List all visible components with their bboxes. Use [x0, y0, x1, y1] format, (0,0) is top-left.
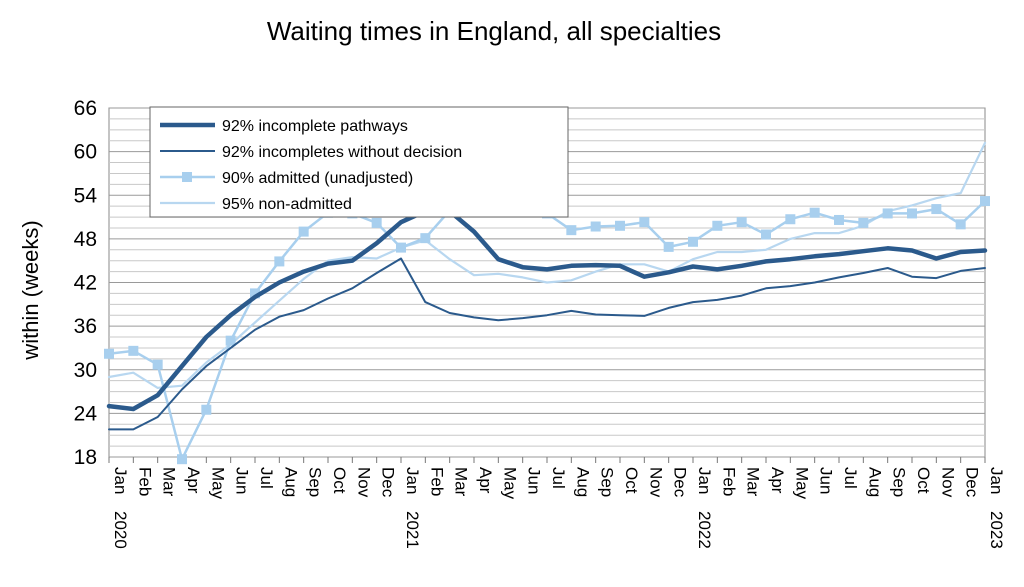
x-tick-label: Feb: [135, 467, 154, 496]
data-point: [980, 196, 990, 207]
x-tick-label: May: [792, 467, 811, 500]
data-point: [858, 217, 869, 228]
data-point: [420, 233, 431, 244]
x-tick-label: Oct: [914, 467, 933, 494]
data-point: [274, 256, 285, 267]
data-point: [298, 226, 309, 237]
data-point: [931, 204, 942, 215]
data-point: [615, 220, 625, 231]
x-tick-label: Jan: [695, 467, 714, 494]
x-tick-label: Jun: [233, 467, 252, 494]
data-point: [201, 404, 212, 415]
data-point: [688, 236, 698, 247]
data-point: [566, 225, 577, 236]
x-tick-label: Apr: [476, 467, 495, 494]
data-point: [250, 288, 260, 299]
data-point: [104, 348, 114, 359]
y-tick-label: 36: [74, 315, 97, 338]
series-lines: [104, 127, 990, 465]
legend-marker: [182, 172, 192, 182]
data-point: [736, 217, 747, 228]
series-line: [108, 257, 986, 431]
x-tick-label: Aug: [573, 467, 592, 497]
x-tick-label: Dec: [671, 467, 690, 498]
y-axis-label: within (weeks): [18, 220, 43, 360]
x-tick-label: Feb: [427, 467, 446, 496]
x-tick-label: Mar: [744, 467, 763, 497]
y-tick-label: 30: [74, 359, 97, 382]
data-point: [177, 454, 187, 465]
x-tick-label: Oct: [330, 467, 349, 494]
data-point: [225, 335, 236, 346]
data-point: [785, 214, 796, 225]
x-tick-label: Dec: [963, 467, 982, 498]
x-tick-label: Oct: [622, 467, 641, 494]
x-tick-label: Jan: [403, 467, 422, 494]
data-point: [712, 220, 723, 231]
x-tick-label: Jul: [549, 467, 568, 489]
data-point: [396, 242, 406, 253]
y-tick-label: 42: [74, 272, 97, 295]
y-tick-label: 18: [74, 446, 97, 469]
x-tick-label: Mar: [160, 467, 179, 497]
x-tick-label: Nov: [646, 467, 665, 498]
legend: 92% incomplete pathways 92% incompletes w…: [149, 106, 569, 218]
data-point: [371, 217, 382, 228]
x-tick-label: May: [208, 467, 227, 500]
x-tick-label: Nov: [354, 467, 373, 498]
x-tick-label: Jul: [257, 467, 276, 489]
data-point: [128, 345, 139, 356]
x-tick-label: Sep: [306, 467, 325, 497]
legend-label: 90% admitted (unadjusted): [222, 170, 413, 187]
x-year-label: 2020: [111, 511, 130, 549]
x-tick-label: Aug: [281, 467, 300, 497]
legend-box: [149, 106, 569, 218]
x-tick-label: Jun: [525, 467, 544, 494]
data-point: [152, 359, 163, 370]
data-point: [639, 217, 650, 228]
legend-label: 95% non-admitted: [222, 196, 352, 213]
data-point: [882, 208, 893, 219]
data-point: [663, 241, 674, 252]
x-tick-label: Nov: [938, 467, 957, 498]
legend-label: 92% incompletes without decision: [222, 144, 462, 161]
x-tick-label: Jun: [817, 467, 836, 494]
x-tick-label: Jan: [987, 467, 1006, 494]
x-tick-label: Aug: [865, 467, 884, 497]
series-line: [106, 208, 988, 412]
chart-title: Waiting times in England, all specialtie…: [267, 16, 721, 46]
data-point: [834, 214, 844, 225]
y-tick-label: 66: [74, 97, 97, 120]
x-tick-label: Feb: [719, 467, 738, 496]
x-year-label: 2021: [403, 511, 422, 549]
y-tick-label: 24: [74, 402, 98, 425]
x-tick-label: May: [500, 467, 519, 500]
x-tick-label: Apr: [768, 467, 787, 494]
data-point: [955, 219, 966, 230]
legend-label: 92% incomplete pathways: [222, 118, 408, 135]
x-axis-ticks: Jan Feb Mar Apr May Jun Jul Aug Sep Oct Nov Dec Jan F…: [111, 467, 1006, 549]
x-tick-label: Apr: [184, 467, 203, 494]
data-point: [761, 229, 771, 240]
data-point: [907, 208, 917, 219]
x-tick-label: Dec: [379, 467, 398, 498]
data-point: [809, 207, 820, 218]
series-line: [107, 141, 987, 389]
y-axis-ticks: 18 24 30 36 42 48 54 60 66: [74, 97, 98, 469]
x-tick-label: Sep: [890, 467, 909, 497]
y-tick-label: 60: [74, 141, 97, 164]
y-tick-label: 54: [74, 184, 98, 207]
x-tick-label: Jan: [111, 467, 130, 494]
x-tick-label: Jul: [841, 467, 860, 489]
x-tick-label: Sep: [598, 467, 617, 497]
x-year-label: 2023: [987, 511, 1006, 549]
y-tick-label: 48: [74, 228, 97, 251]
x-tick-label: Mar: [452, 467, 471, 497]
x-year-label: 2022: [695, 511, 714, 549]
data-point: [590, 221, 601, 232]
